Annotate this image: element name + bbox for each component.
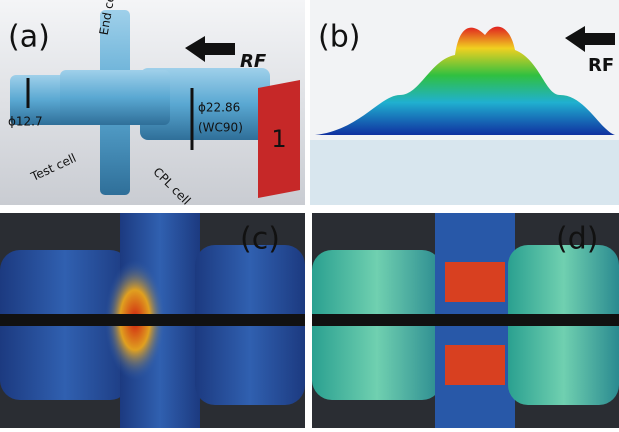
panel-label: (a) (8, 20, 50, 55)
panel-label: (d) (556, 222, 598, 257)
cell-cross-horizontal (60, 70, 170, 125)
port (258, 80, 300, 198)
waveguide-pipe (140, 68, 270, 140)
panel-a: 1 (a) ϕ12.7 ϕ22.86 (WC90) End cell Test … (0, 0, 305, 208)
field-hotspot (445, 262, 505, 302)
rf-label: RF (240, 51, 267, 72)
rf-label: RF (588, 55, 614, 76)
port-number: 1 (271, 125, 286, 153)
panel-label: (b) (318, 20, 360, 55)
field-profile (315, 26, 615, 135)
annotation: ϕ12.7 (8, 115, 43, 129)
annotation: ϕ22.86 (198, 101, 240, 115)
structure-section (310, 140, 619, 205)
beam-axis (0, 314, 305, 326)
field-hotspot (445, 345, 505, 385)
panel-d: (d) (312, 213, 619, 428)
rf-arrow (565, 26, 615, 52)
rf-arrow (185, 36, 235, 62)
beam-axis (312, 314, 619, 326)
annotation: (WC90) (198, 121, 243, 135)
panel-b: (b) RF (310, 0, 619, 205)
panel-label: (c) (240, 222, 280, 257)
panel-c: (c) (0, 213, 305, 428)
